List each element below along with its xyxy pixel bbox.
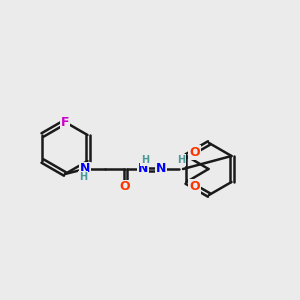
Text: H: H [79, 172, 87, 182]
Text: O: O [120, 181, 130, 194]
Text: O: O [189, 146, 200, 158]
Text: N: N [156, 163, 166, 176]
Text: N: N [80, 163, 90, 176]
Text: O: O [189, 179, 200, 193]
Text: F: F [61, 116, 69, 128]
Text: H: H [141, 155, 149, 165]
Text: N: N [138, 163, 148, 176]
Text: H: H [177, 155, 185, 165]
